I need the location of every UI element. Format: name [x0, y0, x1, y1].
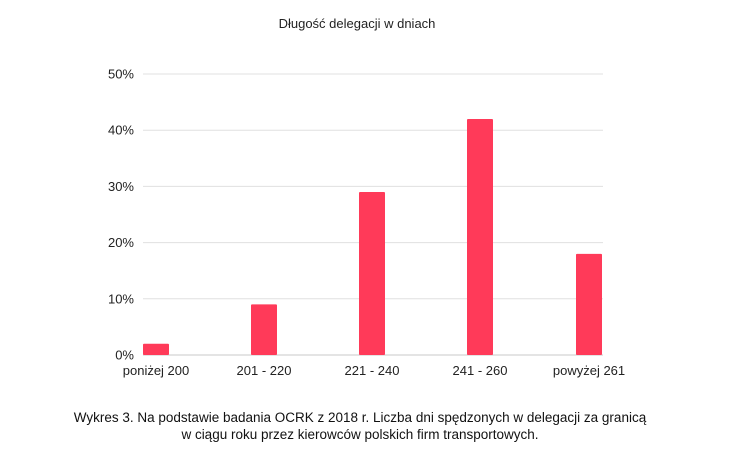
- caption-line-2: w ciągu roku przez kierowców polskich fi…: [181, 427, 539, 442]
- x-tick-label: 201 - 220: [237, 363, 292, 378]
- bar: [359, 192, 385, 355]
- y-tick-label: 40%: [108, 123, 134, 138]
- x-tick-label: poniżej 200: [123, 363, 190, 378]
- y-tick-label: 10%: [108, 291, 134, 306]
- x-tick-label: 221 - 240: [345, 363, 400, 378]
- bar: [143, 343, 169, 355]
- y-tick-label: 20%: [108, 235, 134, 250]
- caption-line-1: Wykres 3. Na podstawie badania OCRK z 20…: [73, 410, 647, 425]
- x-axis-tick-labels: poniżej 200 201 - 220 221 - 240 241 - 260 po…: [123, 363, 625, 378]
- figure-caption: Wykres 3. Na podstawie badania OCRK z 20…: [0, 409, 720, 443]
- bar-chart: Długość delegacji w dniach 0% 10% 20% 30% 40…: [108, 16, 625, 378]
- x-tick-label: powyżej 261: [553, 363, 625, 378]
- y-tick-label: 30%: [108, 179, 134, 194]
- x-tick-label: 241 - 260: [453, 363, 508, 378]
- bar: [251, 304, 277, 355]
- bar: [576, 253, 602, 355]
- bar: [467, 118, 493, 356]
- y-tick-label: 50%: [108, 67, 134, 82]
- chart-title: Długość delegacji w dniach: [279, 16, 436, 31]
- y-tick-label: 0%: [115, 348, 134, 363]
- y-axis-tick-labels: 0% 10% 20% 30% 40% 50%: [108, 67, 134, 363]
- bars: [143, 118, 602, 356]
